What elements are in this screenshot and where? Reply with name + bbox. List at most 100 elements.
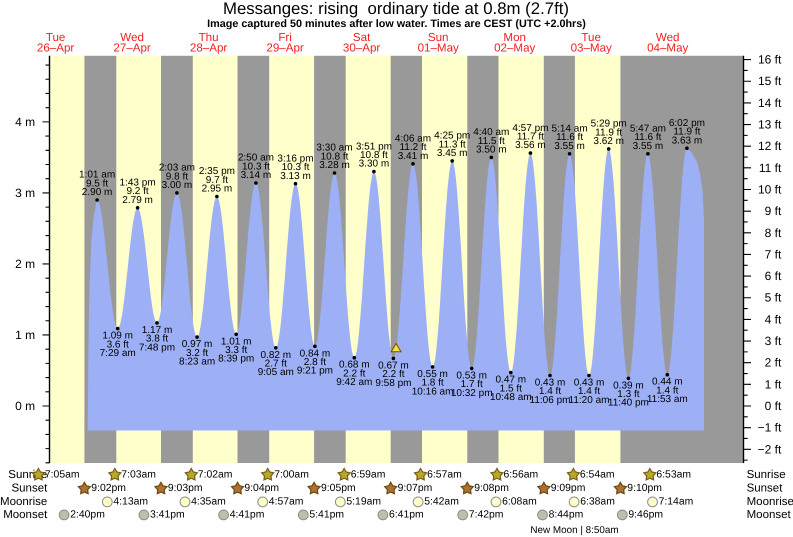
svg-text:9.7 ft: 9.7 ft xyxy=(206,175,228,186)
svg-text:4:40 am: 4:40 am xyxy=(473,127,509,138)
svg-text:1 m: 1 m xyxy=(15,328,35,342)
svg-text:14 ft: 14 ft xyxy=(758,96,782,110)
svg-text:5:29 pm: 5:29 pm xyxy=(591,119,627,130)
svg-text:13 ft: 13 ft xyxy=(758,118,782,132)
svg-text:10.8 ft: 10.8 ft xyxy=(360,150,388,161)
svg-text:9:03pm: 9:03pm xyxy=(168,483,203,494)
svg-text:4:25 pm: 4:25 pm xyxy=(434,131,470,142)
svg-text:8:39 pm: 8:39 pm xyxy=(218,354,254,365)
svg-text:2.90 m: 2.90 m xyxy=(82,187,113,198)
svg-text:3.50 m: 3.50 m xyxy=(476,145,507,156)
svg-text:3:51 pm: 3:51 pm xyxy=(356,141,392,152)
svg-text:9 ft: 9 ft xyxy=(765,204,782,218)
svg-text:6:41pm: 6:41pm xyxy=(389,509,424,520)
svg-text:1.4 ft: 1.4 ft xyxy=(539,386,561,397)
svg-text:0.53 m: 0.53 m xyxy=(456,370,487,381)
svg-text:9:42 am: 9:42 am xyxy=(336,377,372,388)
svg-text:5:41pm: 5:41pm xyxy=(309,509,344,520)
svg-text:2.2 ft: 2.2 ft xyxy=(382,369,404,380)
svg-text:4:06 am: 4:06 am xyxy=(395,134,431,145)
svg-text:2 ft: 2 ft xyxy=(765,356,782,370)
svg-text:0.43 m: 0.43 m xyxy=(574,378,605,389)
svg-text:3 m: 3 m xyxy=(15,186,35,200)
svg-text:Mon: Mon xyxy=(503,31,526,44)
svg-text:11.6 ft: 11.6 ft xyxy=(556,132,583,143)
svg-text:7:05am: 7:05am xyxy=(45,469,80,480)
svg-text:7:02am: 7:02am xyxy=(198,469,233,480)
svg-text:11:20 am: 11:20 am xyxy=(569,395,610,406)
svg-text:10:32 pm: 10:32 pm xyxy=(451,388,493,399)
svg-text:3.8 ft: 3.8 ft xyxy=(146,334,168,345)
svg-text:4 ft: 4 ft xyxy=(765,312,782,326)
svg-text:0.84 m: 0.84 m xyxy=(300,348,331,359)
svg-text:Moonrise: Moonrise xyxy=(0,496,47,508)
svg-text:3.2 ft: 3.2 ft xyxy=(186,348,208,359)
svg-text:8:44pm: 8:44pm xyxy=(549,509,584,520)
svg-text:8 ft: 8 ft xyxy=(765,226,782,240)
svg-text:9:09pm: 9:09pm xyxy=(551,483,586,494)
svg-text:2.95 m: 2.95 m xyxy=(202,184,233,195)
svg-text:3.63 m: 3.63 m xyxy=(672,135,703,146)
svg-text:11:53 am: 11:53 am xyxy=(647,394,688,405)
svg-text:04–May: 04–May xyxy=(647,42,688,55)
svg-text:11.7 ft: 11.7 ft xyxy=(517,132,544,143)
svg-text:4:35am: 4:35am xyxy=(191,496,226,507)
svg-text:15 ft: 15 ft xyxy=(758,74,782,88)
svg-text:9:21 pm: 9:21 pm xyxy=(297,366,333,377)
svg-text:0 ft: 0 ft xyxy=(765,399,782,413)
svg-text:5:47 am: 5:47 am xyxy=(630,124,666,135)
svg-text:Fri: Fri xyxy=(278,31,292,44)
svg-text:26–Apr: 26–Apr xyxy=(37,42,75,55)
svg-text:3.13 m: 3.13 m xyxy=(280,171,311,182)
svg-text:28–Apr: 28–Apr xyxy=(190,42,228,55)
svg-text:0.82 m: 0.82 m xyxy=(261,350,292,361)
svg-text:0 m: 0 m xyxy=(15,399,35,413)
svg-text:0.97 m: 0.97 m xyxy=(182,339,213,350)
svg-text:5:42am: 5:42am xyxy=(424,496,459,507)
svg-text:5:14 am: 5:14 am xyxy=(552,124,588,135)
svg-text:6:54am: 6:54am xyxy=(580,469,615,480)
svg-text:3.62 m: 3.62 m xyxy=(593,136,624,147)
svg-text:11:06 pm: 11:06 pm xyxy=(530,395,571,406)
svg-text:−2 ft: −2 ft xyxy=(758,442,782,456)
svg-text:6:57am: 6:57am xyxy=(427,469,462,480)
svg-text:Thu: Thu xyxy=(199,31,219,44)
svg-text:27–Apr: 27–Apr xyxy=(113,42,151,55)
svg-text:3.14 m: 3.14 m xyxy=(241,170,272,181)
svg-text:4:57am: 4:57am xyxy=(269,496,304,507)
svg-text:Moonrise: Moonrise xyxy=(747,496,793,508)
svg-text:7:48 pm: 7:48 pm xyxy=(139,342,175,353)
svg-text:10:16 am: 10:16 am xyxy=(412,386,454,397)
svg-text:03–May: 03–May xyxy=(571,42,612,55)
svg-text:8:23 am: 8:23 am xyxy=(179,357,215,368)
svg-text:Sun: Sun xyxy=(428,31,449,44)
svg-text:3.28 m: 3.28 m xyxy=(319,160,350,171)
svg-text:3:41pm: 3:41pm xyxy=(150,509,185,520)
svg-text:3 ft: 3 ft xyxy=(765,334,782,348)
svg-text:6:38am: 6:38am xyxy=(580,496,615,507)
svg-text:2.7 ft: 2.7 ft xyxy=(265,359,287,370)
svg-text:Moonset: Moonset xyxy=(3,509,48,521)
svg-text:New Moon | 8:50am: New Moon | 8:50am xyxy=(530,525,618,536)
svg-text:16 ft: 16 ft xyxy=(758,53,782,67)
svg-text:5 ft: 5 ft xyxy=(765,291,782,305)
svg-text:6:08am: 6:08am xyxy=(502,496,537,507)
svg-text:9:04pm: 9:04pm xyxy=(244,483,279,494)
svg-text:2.2 ft: 2.2 ft xyxy=(343,368,365,379)
svg-text:Wed: Wed xyxy=(656,31,680,44)
svg-text:3:16 pm: 3:16 pm xyxy=(277,153,313,164)
svg-text:−1 ft: −1 ft xyxy=(758,421,782,435)
svg-text:4:41pm: 4:41pm xyxy=(230,509,265,520)
svg-text:0.43 m: 0.43 m xyxy=(535,378,566,389)
svg-text:9.5 ft: 9.5 ft xyxy=(86,178,108,189)
svg-text:9:02pm: 9:02pm xyxy=(91,483,126,494)
svg-text:0.67 m: 0.67 m xyxy=(378,360,409,371)
svg-text:6:56am: 6:56am xyxy=(504,469,539,480)
svg-text:11.6 ft: 11.6 ft xyxy=(634,132,661,143)
svg-text:6:53am: 6:53am xyxy=(656,469,691,480)
svg-text:Sunrise: Sunrise xyxy=(747,469,786,481)
svg-text:10.3 ft: 10.3 ft xyxy=(242,161,270,172)
svg-text:1:43 pm: 1:43 pm xyxy=(120,178,156,189)
svg-text:9:05 am: 9:05 am xyxy=(258,367,294,378)
svg-text:3:30 am: 3:30 am xyxy=(316,143,352,154)
